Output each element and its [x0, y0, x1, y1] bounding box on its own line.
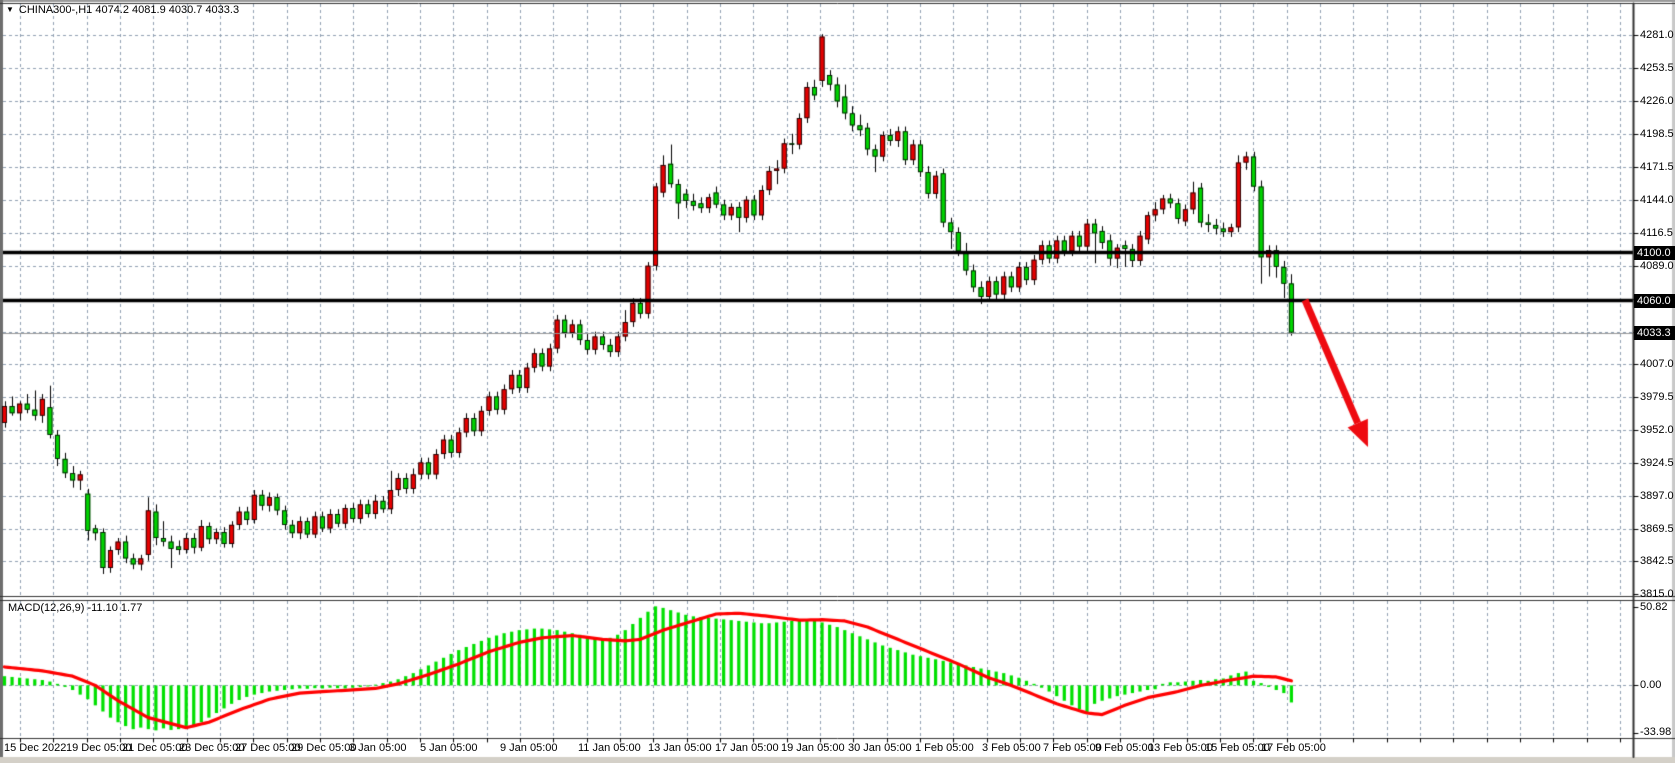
- price-tick-label: 4116.5: [1640, 226, 1673, 239]
- time-tick-label: 13 Jan 05:00: [648, 742, 712, 754]
- time-tick-label: 30 Jan 05:00: [848, 742, 912, 754]
- price-tick-label: 3815.0: [1640, 588, 1674, 601]
- macd-indicator-label: MACD(12,26,9) -11.10 1.77: [8, 602, 143, 614]
- time-tick-label: 7 Feb 05:00: [1043, 742, 1102, 754]
- price-tick-label: 4171.5: [1640, 160, 1674, 173]
- macd-scale-label: -33.98: [1640, 726, 1672, 738]
- chart-title: ▼ CHINA300-,H1 4074.2 4081.9 4030.7 4033…: [6, 3, 239, 17]
- time-tick-label: 19 Jan 05:00: [781, 742, 845, 754]
- price-tick-label: 3842.5: [1640, 555, 1674, 568]
- time-tick-label: 15 Dec 2022: [4, 742, 67, 754]
- price-tick-label: 4226.0: [1640, 95, 1674, 108]
- time-tick-label: 29 Dec 05:00: [291, 742, 357, 754]
- time-tick-label: 15 Feb 05:00: [1205, 742, 1270, 754]
- time-tick-label: 11 Jan 05:00: [578, 742, 641, 754]
- macd-scale-label: 50.82: [1640, 601, 1668, 614]
- price-tick-label: 4253.5: [1640, 62, 1674, 75]
- price-axis[interactable]: 4281.0 4253.5 4226.0 4198.5 4171.5 4144.0 4116…: [1634, 3, 1675, 757]
- time-tick-label: 19 Dec 05:00: [66, 742, 132, 754]
- current-price-badge: 4033.3: [1634, 325, 1675, 340]
- time-tick-label: 5 Jan 05:00: [420, 742, 478, 754]
- time-tick-label: 3 Jan 05:00: [349, 742, 407, 754]
- macd-scale-label: 0.00: [1640, 679, 1662, 692]
- price-tick-label: 3924.5: [1640, 457, 1674, 470]
- price-tick-label: 4144.0: [1640, 193, 1674, 206]
- symbol-dropdown-icon[interactable]: ▼: [6, 5, 14, 14]
- price-tick-label: 4089.0: [1640, 259, 1674, 272]
- price-tick-label: 3869.5: [1640, 523, 1674, 535]
- time-tick-label: 9 Feb 05:00: [1095, 742, 1154, 754]
- time-tick-label: 1 Feb 05:00: [915, 742, 974, 754]
- level-badge-4060.0: 4060.0: [1634, 293, 1675, 308]
- time-tick-label: 17 Feb 05:00: [1261, 742, 1326, 754]
- level-badge-4100.0: 4100.0: [1634, 245, 1675, 260]
- price-tick-label: 3897.0: [1640, 490, 1674, 503]
- time-tick-label: 9 Jan 05:00: [500, 742, 558, 754]
- price-tick-label: 3979.5: [1640, 391, 1674, 404]
- time-tick-label: 21 Dec 05:00: [122, 742, 188, 754]
- time-tick-label: 17 Jan 05:00: [715, 742, 779, 754]
- time-tick-label: 27 Dec 05:00: [235, 742, 301, 754]
- time-tick-label: 23 Dec 05:00: [179, 742, 245, 754]
- time-axis[interactable]: 15 Dec 2022 19 Dec 05:00 21 Dec 05:00 23 De…: [0, 739, 1633, 757]
- time-tick-label: 13 Feb 05:00: [1148, 742, 1213, 754]
- price-tick-label: 4198.5: [1640, 128, 1674, 141]
- chart-title-text: CHINA300-,H1 4074.2 4081.9 4030.7 4033.3: [18, 4, 240, 16]
- price-tick-label: 4281.0: [1640, 29, 1674, 42]
- price-tick-label: 3952.0: [1640, 424, 1674, 437]
- price-tick-label: 4007.0: [1640, 358, 1674, 371]
- time-tick-label: 3 Feb 05:00: [982, 742, 1041, 754]
